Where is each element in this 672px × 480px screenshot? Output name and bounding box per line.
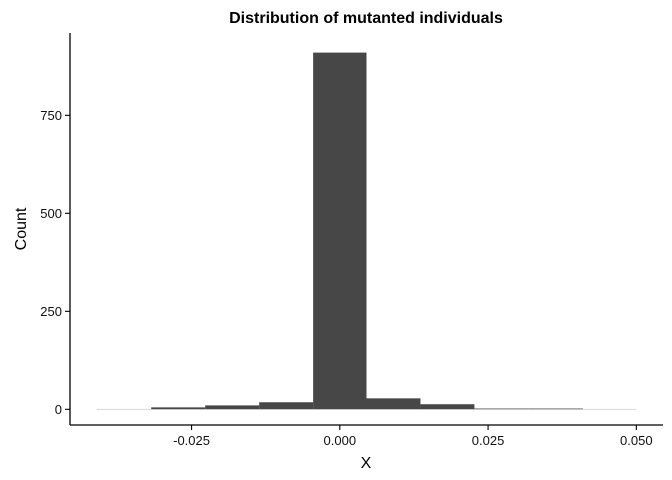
- y-axis-ticks: 0 250 500 750: [40, 108, 70, 417]
- x-tick-label: 0.000: [324, 433, 357, 448]
- x-tick-label: 0.025: [472, 433, 505, 448]
- histogram-bar-1: [151, 407, 206, 410]
- x-axis-title: X: [361, 455, 372, 472]
- histogram-bar-4: [313, 52, 367, 410]
- x-axis-ticks: -0.025 0.000 0.025 0.050: [173, 425, 653, 448]
- y-tick-label: 250: [40, 304, 62, 319]
- y-tick-label: 500: [40, 206, 62, 221]
- histogram-bar-7: [474, 408, 529, 410]
- histogram-bar-3: [259, 402, 314, 410]
- y-tick-label: 0: [55, 402, 62, 417]
- bars: [96, 52, 637, 410]
- chart-title: Distribution of mutanted individuals: [229, 10, 503, 27]
- histogram-bar-0: [96, 408, 152, 410]
- histogram-bar-6: [420, 404, 475, 410]
- histogram-bar-8: [528, 408, 583, 410]
- histogram-bar-9: [582, 408, 637, 410]
- histogram-bar-5: [366, 398, 421, 410]
- x-tick-label: 0.050: [620, 433, 653, 448]
- x-tick-label: -0.025: [173, 433, 210, 448]
- y-axis-title: Count: [13, 207, 30, 250]
- y-tick-label: 750: [40, 108, 62, 123]
- histogram-bar-2: [205, 405, 260, 410]
